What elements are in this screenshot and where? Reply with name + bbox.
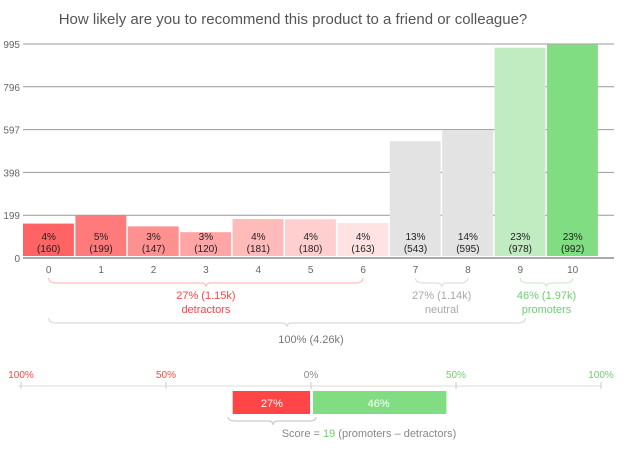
bar-percent-label: 23% xyxy=(510,232,530,243)
bar xyxy=(389,141,441,256)
bar-count-label: (163) xyxy=(351,244,374,255)
bar-percent-label: 4% xyxy=(303,232,318,243)
x-tick-label: 0 xyxy=(46,265,52,276)
bar-percent-label: 3% xyxy=(199,232,214,243)
bar-count-label: (992) xyxy=(561,244,584,255)
bar xyxy=(285,219,336,256)
bar-percent-label: 14% xyxy=(458,232,478,243)
y-tick-label: 796 xyxy=(3,83,20,94)
x-tick-label: 4 xyxy=(256,265,262,276)
bar xyxy=(494,47,546,256)
bar-count-label: (595) xyxy=(456,244,479,255)
bar xyxy=(180,232,232,256)
bar-percent-label: 23% xyxy=(563,232,583,243)
y-tick-label: 398 xyxy=(3,168,20,179)
score-prefix: Score = xyxy=(282,428,323,440)
group-name-label: detractors xyxy=(181,304,230,316)
x-tick-label: 6 xyxy=(360,265,366,276)
score-axis-tick-label: 0% xyxy=(304,370,319,381)
bar-percent-label: 13% xyxy=(405,232,425,243)
promoters-score-bar xyxy=(313,391,447,414)
x-tick-label: 3 xyxy=(203,265,209,276)
x-tick-label: 10 xyxy=(567,265,579,276)
bar xyxy=(547,44,598,256)
detractors-score-label: 27% xyxy=(261,398,283,410)
bar-count-label: (160) xyxy=(37,244,60,255)
bar-percent-label: 4% xyxy=(356,232,371,243)
bar-percent-label: 5% xyxy=(94,232,109,243)
bar-count-label: (978) xyxy=(509,244,532,255)
group-name-label: neutral xyxy=(425,304,459,316)
score-axis-tick-label: 100% xyxy=(8,370,34,381)
bar-count-label: (147) xyxy=(142,244,165,255)
total-label: 100% (4.26k) xyxy=(278,334,343,346)
x-tick-label: 7 xyxy=(413,265,419,276)
bar xyxy=(127,226,179,256)
chart-title: How likely are you to recommend this pro… xyxy=(59,11,528,28)
x-tick-label: 8 xyxy=(465,265,471,276)
score-axis-tick-label: 100% xyxy=(588,370,614,381)
group-value-label: 27% (1.15k) xyxy=(176,290,235,302)
total-brace xyxy=(48,317,526,328)
score-formula: (promoters – detractors) xyxy=(335,428,456,440)
y-tick-label: 0 xyxy=(14,254,20,265)
group-name-label: promoters xyxy=(522,304,572,316)
score-axis-tick-label: 50% xyxy=(446,370,466,381)
y-tick-label: 597 xyxy=(3,126,20,137)
score-label: Score = 19 (promoters – detractors) xyxy=(282,428,457,440)
y-tick-label: 199 xyxy=(3,211,20,222)
bar-count-label: (180) xyxy=(299,244,322,255)
score-value: 19 xyxy=(323,428,335,440)
y-tick-label: 995 xyxy=(3,40,20,51)
x-tick-label: 2 xyxy=(151,265,157,276)
x-tick-label: 9 xyxy=(518,265,524,276)
bar-percent-label: 4% xyxy=(251,232,266,243)
x-tick-label: 1 xyxy=(98,265,104,276)
group-brace xyxy=(414,277,469,288)
bar-count-label: (543) xyxy=(404,244,427,255)
bar xyxy=(232,219,284,256)
group-brace xyxy=(519,277,574,288)
bar-count-label: (120) xyxy=(194,244,217,255)
bar xyxy=(442,130,494,256)
group-value-label: 27% (1.14k) xyxy=(412,290,471,302)
bar-percent-label: 4% xyxy=(41,232,56,243)
promoters-score-label: 46% xyxy=(368,398,390,410)
score-axis-tick-label: 50% xyxy=(156,370,176,381)
detractors-score-bar xyxy=(232,391,310,414)
bar xyxy=(337,222,389,256)
bar-count-label: (181) xyxy=(247,244,270,255)
bar xyxy=(23,223,74,256)
bar-percent-label: 3% xyxy=(146,232,161,243)
group-value-label: 46% (1.97k) xyxy=(517,290,576,302)
score-brace xyxy=(227,416,317,426)
bar-count-label: (199) xyxy=(89,244,112,255)
group-brace xyxy=(48,277,364,288)
x-tick-label: 5 xyxy=(308,265,314,276)
bar xyxy=(75,215,127,256)
